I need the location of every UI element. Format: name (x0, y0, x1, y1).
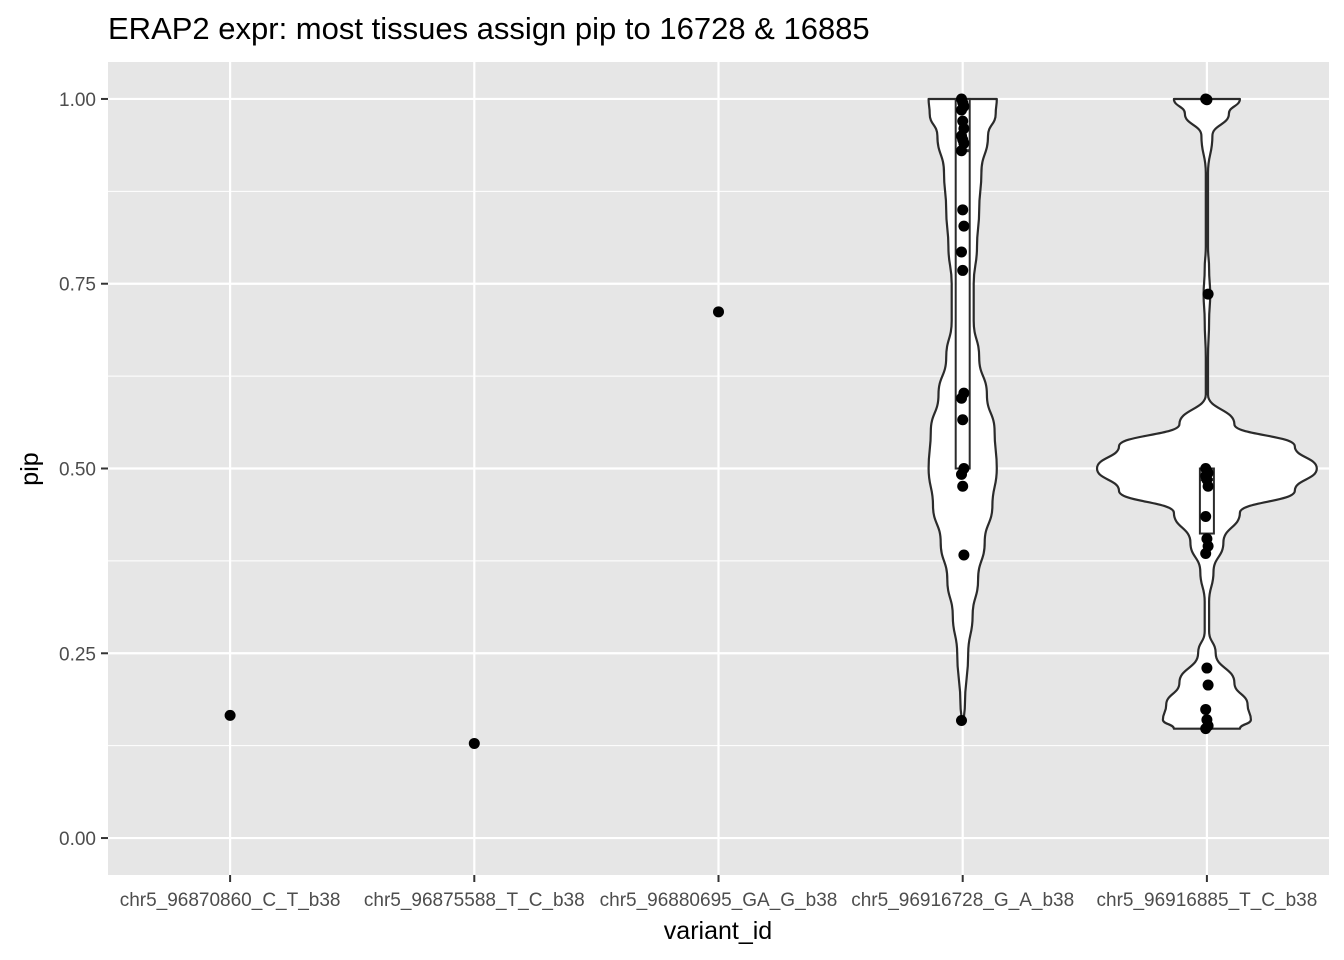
data-point (957, 264, 969, 276)
violin-4 (1095, 97, 1318, 730)
data-point (956, 392, 967, 404)
data-point (1200, 723, 1212, 735)
data-point (224, 709, 236, 721)
data-point (956, 104, 967, 116)
data-point (1202, 288, 1214, 300)
data-point (468, 737, 480, 749)
data-point (958, 549, 970, 561)
data-point (1201, 662, 1213, 674)
data-point (1200, 547, 1212, 559)
y-tick-label: 0.75 (59, 275, 96, 296)
data-point (956, 145, 967, 157)
x-tick-label: chr5_96916728_G_A_b38 (851, 890, 1074, 911)
y-tick-label: 0.50 (59, 460, 96, 481)
data-point (957, 480, 969, 492)
x-tick-label: chr5_96916885_T_C_b38 (1097, 890, 1318, 911)
data-point (1201, 94, 1213, 106)
data-point (958, 220, 970, 232)
point-layer (224, 93, 1214, 749)
y-axis-title: pip (16, 452, 44, 485)
data-point (957, 204, 969, 216)
data-point (1200, 703, 1212, 715)
data-point (956, 246, 967, 258)
x-tick-label: chr5_96880695_GA_G_b38 (600, 890, 838, 911)
data-point (1200, 511, 1212, 523)
data-point (956, 715, 967, 727)
data-point (957, 414, 969, 426)
x-tick-label: chr5_96870860_C_T_b38 (120, 890, 341, 911)
y-tick-label: 0.25 (59, 644, 96, 665)
x-axis-title: variant_id (664, 917, 772, 945)
x-axis: chr5_96870860_C_T_b38 chr5_96875588_T_C_b… (120, 875, 1318, 911)
data-point (956, 468, 967, 480)
data-point (713, 306, 724, 318)
y-tick-label: 1.00 (59, 90, 96, 111)
y-tick-label: 0.00 (59, 829, 96, 850)
x-tick-label: chr5_96875588_T_C_b38 (364, 890, 585, 911)
chart-title: ERAP2 expr: most tissues assign pip to 1… (108, 11, 870, 46)
data-point (1202, 679, 1214, 691)
data-point (1202, 480, 1214, 492)
y-axis: 0.00 0.25 0.50 0.75 1.00 (59, 90, 108, 850)
